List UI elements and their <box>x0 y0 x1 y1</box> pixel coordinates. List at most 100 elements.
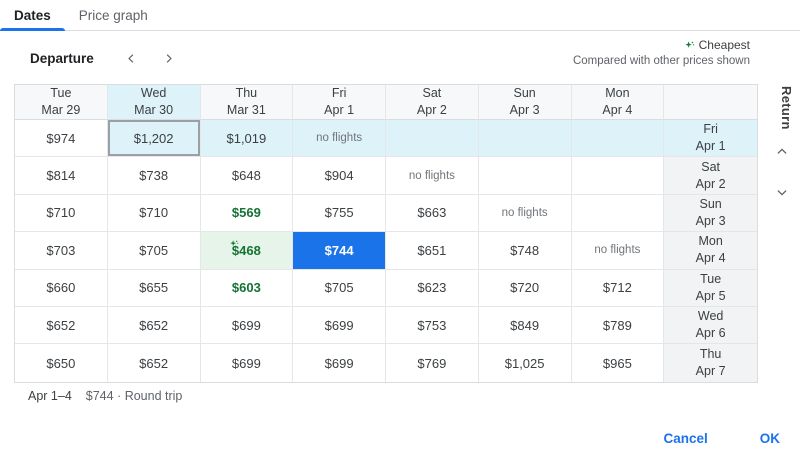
price-cell[interactable]: $712 <box>571 269 665 307</box>
departure-column-header: Sun Apr 3 <box>478 85 572 120</box>
cancel-button[interactable]: Cancel <box>659 429 711 448</box>
price-text: $712 <box>602 280 632 296</box>
price-cell[interactable]: $703 <box>15 232 108 270</box>
price-cell[interactable]: $753 <box>386 306 479 345</box>
price-cell[interactable]: $904 <box>293 157 386 195</box>
dialog-actions: Cancel OK <box>659 429 784 448</box>
return-row-header: Fri Apr 1 <box>664 120 757 158</box>
price-cell[interactable]: $468 <box>200 232 294 270</box>
chevron-up-icon <box>775 145 789 159</box>
price-cell[interactable]: no flights <box>478 194 572 233</box>
price-text: $755 <box>324 205 354 221</box>
departure-label: Departure <box>30 50 94 66</box>
grid-corner <box>664 85 757 120</box>
price-cell[interactable]: $738 <box>107 157 201 195</box>
price-cell[interactable]: $789 <box>571 306 665 345</box>
price-text: $849 <box>510 317 540 333</box>
price-cell[interactable]: $1,025 <box>479 344 572 382</box>
price-cell[interactable]: $652 <box>15 306 108 345</box>
price-cell[interactable]: $623 <box>386 269 479 307</box>
departure-next-button[interactable] <box>157 46 181 70</box>
tab-dates[interactable]: Dates <box>0 0 65 31</box>
price-cell[interactable]: $1,202 <box>107 120 201 158</box>
price-cell[interactable]: $699 <box>200 306 294 345</box>
price-text: $655 <box>139 280 169 296</box>
return-scroll-down-button[interactable] <box>770 180 794 204</box>
price-cell[interactable]: $655 <box>107 269 201 307</box>
cheapest-icon <box>684 40 695 51</box>
tab-price-graph-label: Price graph <box>78 7 148 23</box>
cheapest-icon <box>229 237 239 252</box>
price-text: $652 <box>139 355 169 371</box>
tab-price-graph[interactable]: Price graph <box>65 0 162 30</box>
price-cell[interactable] <box>571 194 665 233</box>
price-cell[interactable]: $710 <box>107 194 201 233</box>
return-row-header: Wed Apr 6 <box>664 306 757 345</box>
departure-controls: Departure <box>30 46 194 70</box>
price-cell[interactable] <box>478 157 572 195</box>
price-text: $814 <box>46 168 76 184</box>
price-cell[interactable]: $652 <box>108 344 201 382</box>
price-cell[interactable]: $648 <box>200 157 294 195</box>
price-text: $1,202 <box>133 130 174 146</box>
departure-column-header: Sat Apr 2 <box>386 85 479 120</box>
price-text: $710 <box>46 205 76 221</box>
legend-note: Compared with other prices shown <box>572 55 750 67</box>
price-text: $603 <box>231 280 261 296</box>
price-cell[interactable]: $974 <box>15 120 108 158</box>
price-text: $648 <box>231 168 261 184</box>
price-cell[interactable] <box>386 120 479 158</box>
summary-dates: Apr 1–4 <box>28 389 72 403</box>
return-row-header: Sun Apr 3 <box>664 194 757 233</box>
price-cell[interactable]: $569 <box>200 194 294 233</box>
price-cell[interactable]: $965 <box>572 344 665 382</box>
price-text: $703 <box>46 242 76 258</box>
price-cell[interactable]: no flights <box>293 120 386 158</box>
price-text: $468 <box>231 242 261 258</box>
price-cell[interactable]: $705 <box>293 269 386 307</box>
price-cell[interactable]: $660 <box>15 269 108 307</box>
price-text: $974 <box>46 130 76 146</box>
price-cell[interactable]: no flights <box>386 157 479 195</box>
price-cell[interactable]: $699 <box>293 344 386 382</box>
price-cell[interactable]: $755 <box>293 194 386 233</box>
price-text: $789 <box>602 317 632 333</box>
price-cell[interactable]: no flights <box>571 232 665 270</box>
price-cell[interactable]: $652 <box>107 306 201 345</box>
departure-prev-button[interactable] <box>120 46 144 70</box>
tab-dates-label: Dates <box>14 7 51 23</box>
price-cell[interactable] <box>571 120 665 158</box>
return-scroll-up-button[interactable] <box>770 140 794 164</box>
price-cell[interactable] <box>478 120 572 158</box>
chevron-right-icon <box>162 52 175 65</box>
date-grid: Tue Mar 29 Wed Mar 30 Thu Mar 31 Fri Apr 1 Sat Ap… <box>14 84 758 383</box>
price-cell[interactable] <box>571 157 665 195</box>
price-text: no flights <box>501 206 548 219</box>
price-cell[interactable]: $663 <box>386 194 479 233</box>
price-text: $651 <box>417 242 447 258</box>
trip-summary: Apr 1–4 $744 · Round trip <box>28 389 182 403</box>
price-cell[interactable]: $748 <box>478 232 572 270</box>
price-text: $748 <box>510 242 540 258</box>
price-cell[interactable]: $710 <box>15 194 108 233</box>
price-cell[interactable]: $1,019 <box>200 120 294 158</box>
price-text: $699 <box>231 317 261 333</box>
return-row-header: Mon Apr 4 <box>664 232 757 270</box>
price-cell[interactable]: $651 <box>386 232 479 270</box>
ok-button[interactable]: OK <box>756 429 784 448</box>
price-text: $650 <box>46 355 76 371</box>
tab-bar: Dates Price graph <box>0 0 800 31</box>
departure-column-header: Thu Mar 31 <box>200 85 294 120</box>
price-cell[interactable]: $769 <box>386 344 479 382</box>
price-cell[interactable]: $849 <box>478 306 572 345</box>
price-cell[interactable]: $720 <box>478 269 572 307</box>
chevron-left-icon <box>125 52 138 65</box>
price-cell[interactable]: $699 <box>293 306 386 345</box>
price-cell[interactable]: $814 <box>15 157 108 195</box>
departure-column-header: Mon Apr 4 <box>571 85 665 120</box>
price-cell[interactable]: $603 <box>200 269 294 307</box>
price-cell[interactable]: $705 <box>107 232 201 270</box>
price-cell[interactable]: $744 <box>293 232 386 270</box>
price-cell[interactable]: $699 <box>201 344 294 382</box>
price-cell[interactable]: $650 <box>15 344 108 382</box>
